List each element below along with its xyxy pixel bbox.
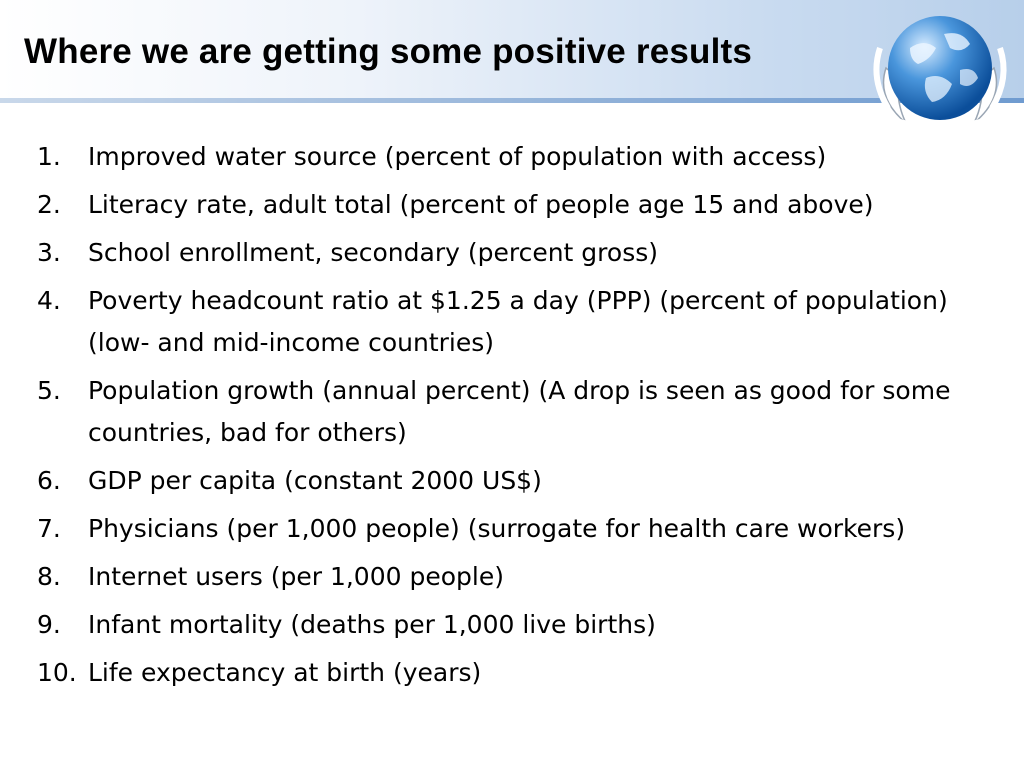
globe-laurel-icon	[873, 16, 1007, 128]
list-item: 2. Literacy rate, adult total (percent of…	[0, 184, 1000, 226]
list-item: 6. GDP per capita (constant 2000 US$)	[0, 460, 1000, 502]
list-text: Poverty headcount ratio at $1.25 a day (…	[88, 286, 948, 357]
list-item: 10. Life expectancy at birth (years)	[0, 652, 1000, 694]
header-divider	[0, 98, 1024, 103]
list-text: Literacy rate, adult total (percent of p…	[88, 190, 874, 219]
header-band	[0, 0, 1024, 100]
list-item: 1. Improved water source (percent of popu…	[0, 136, 1000, 178]
list-item: 7. Physicians (per 1,000 people) (surroga…	[0, 508, 1000, 550]
list-text: School enrollment, secondary (percent gr…	[88, 238, 659, 267]
list-text: Improved water source (percent of popula…	[88, 142, 827, 171]
list-number: 7.	[37, 514, 61, 543]
list-number: 3.	[37, 238, 61, 267]
list-item: 3. School enrollment, secondary (percent …	[0, 232, 1000, 274]
list-text: Life expectancy at birth (years)	[88, 658, 482, 687]
list-item: 4. Poverty headcount ratio at $1.25 a day…	[0, 280, 1000, 364]
list-item: 8. Internet users (per 1,000 people)	[0, 556, 1000, 598]
list-text: Physicians (per 1,000 people) (surrogate…	[88, 514, 906, 543]
list-text: GDP per capita (constant 2000 US$)	[88, 466, 542, 495]
list-text: Population growth (annual percent) (A dr…	[88, 376, 951, 447]
list-number: 4.	[37, 286, 61, 315]
indicator-list: 1. Improved water source (percent of popu…	[0, 136, 1000, 700]
list-number: 5.	[37, 376, 61, 405]
list-item: 5. Population growth (annual percent) (A …	[0, 370, 1000, 454]
list-number: 9.	[37, 610, 61, 639]
list-number: 10.	[37, 658, 77, 687]
list-item: 9. Infant mortality (deaths per 1,000 liv…	[0, 604, 1000, 646]
list-text: Internet users (per 1,000 people)	[88, 562, 504, 591]
slide-title: Where we are getting some positive resul…	[24, 32, 753, 71]
list-number: 6.	[37, 466, 61, 495]
list-number: 1.	[37, 142, 61, 171]
list-number: 2.	[37, 190, 61, 219]
list-number: 8.	[37, 562, 61, 591]
list-text: Infant mortality (deaths per 1,000 live …	[88, 610, 656, 639]
